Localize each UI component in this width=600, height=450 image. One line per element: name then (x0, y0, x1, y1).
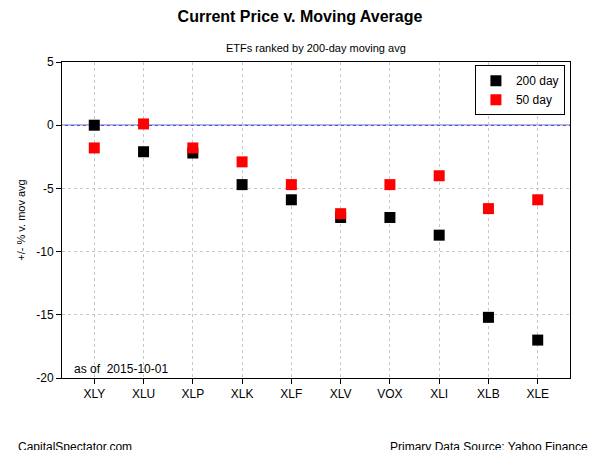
svg-text:-5: -5 (43, 182, 54, 196)
svg-text:XLI: XLI (430, 387, 448, 401)
svg-text:50 day: 50 day (516, 93, 552, 107)
svg-text:XLV: XLV (330, 387, 352, 401)
svg-text:0: 0 (47, 118, 54, 132)
svg-text:as of 2015-10-01: as of 2015-10-01 (74, 362, 168, 376)
svg-text:XLF: XLF (280, 387, 302, 401)
svg-text:200 day: 200 day (516, 74, 559, 88)
svg-text:VOX: VOX (377, 387, 402, 401)
svg-text:XLU: XLU (132, 387, 155, 401)
svg-text:Primary Data Source: Yahoo Fin: Primary Data Source: Yahoo Finance (390, 440, 588, 450)
svg-text:XLP: XLP (181, 387, 204, 401)
svg-text:+/- % v. mov avg: +/- % v. mov avg (15, 179, 27, 260)
svg-text:XLK: XLK (231, 387, 254, 401)
svg-text:Current Price v. Moving Averag: Current Price v. Moving Average (178, 8, 423, 25)
svg-text:-10: -10 (36, 245, 54, 259)
svg-text:-20: -20 (36, 371, 54, 385)
svg-text:CapitalSpectator.com: CapitalSpectator.com (18, 440, 132, 450)
svg-text:-15: -15 (36, 308, 54, 322)
svg-text:XLB: XLB (477, 387, 500, 401)
svg-text:XLY: XLY (83, 387, 105, 401)
svg-text:5: 5 (47, 55, 54, 69)
svg-text:XLE: XLE (526, 387, 549, 401)
svg-text:ETFs ranked by 200-day moving: ETFs ranked by 200-day moving avg (226, 42, 406, 54)
